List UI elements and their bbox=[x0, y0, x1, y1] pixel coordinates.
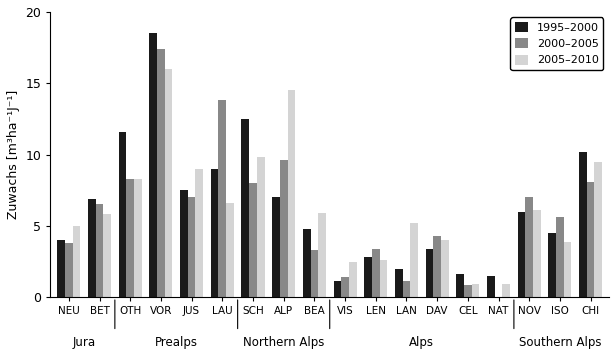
Bar bbox=[310, 250, 318, 297]
Bar bbox=[433, 236, 441, 297]
Bar bbox=[226, 203, 234, 297]
Y-axis label: Zuwachs [m³ha⁻¹J⁻¹]: Zuwachs [m³ha⁻¹J⁻¹] bbox=[7, 90, 20, 219]
Bar bbox=[525, 197, 533, 297]
Bar bbox=[403, 282, 410, 297]
Bar bbox=[456, 274, 464, 297]
Bar bbox=[303, 229, 310, 297]
Bar bbox=[272, 197, 280, 297]
Bar bbox=[341, 277, 349, 297]
Bar bbox=[219, 100, 226, 297]
Bar bbox=[441, 240, 448, 297]
Bar bbox=[164, 69, 172, 297]
Bar bbox=[157, 49, 164, 297]
Text: Southern Alps: Southern Alps bbox=[519, 336, 601, 349]
Bar bbox=[548, 233, 556, 297]
Bar bbox=[395, 269, 403, 297]
Text: Northern Alps: Northern Alps bbox=[243, 336, 325, 349]
Bar bbox=[533, 210, 541, 297]
Bar bbox=[364, 257, 372, 297]
Bar bbox=[65, 243, 73, 297]
Bar bbox=[288, 90, 295, 297]
Bar bbox=[379, 260, 387, 297]
Bar bbox=[134, 179, 142, 297]
Bar bbox=[119, 132, 126, 297]
Bar bbox=[556, 217, 564, 297]
Bar bbox=[587, 182, 594, 297]
Bar bbox=[211, 169, 219, 297]
Bar bbox=[180, 190, 188, 297]
Bar bbox=[88, 199, 95, 297]
Bar bbox=[241, 119, 249, 297]
Bar bbox=[472, 284, 479, 297]
Bar bbox=[487, 276, 495, 297]
Bar bbox=[188, 197, 195, 297]
Bar bbox=[410, 223, 418, 297]
Bar bbox=[503, 284, 510, 297]
Bar bbox=[334, 282, 341, 297]
Bar bbox=[579, 152, 587, 297]
Bar bbox=[95, 204, 103, 297]
Bar bbox=[564, 242, 572, 297]
Bar bbox=[73, 226, 80, 297]
Legend: 1995–2000, 2000–2005, 2005–2010: 1995–2000, 2000–2005, 2005–2010 bbox=[511, 17, 604, 70]
Bar bbox=[150, 33, 157, 297]
Bar bbox=[57, 240, 65, 297]
Bar bbox=[349, 262, 357, 297]
Bar bbox=[257, 157, 264, 297]
Bar bbox=[280, 160, 288, 297]
Bar bbox=[318, 213, 326, 297]
Bar bbox=[195, 169, 203, 297]
Bar bbox=[372, 249, 379, 297]
Text: Alps: Alps bbox=[409, 336, 434, 349]
Bar bbox=[464, 285, 472, 297]
Bar bbox=[517, 211, 525, 297]
Bar bbox=[594, 162, 602, 297]
Bar bbox=[103, 214, 111, 297]
Bar bbox=[426, 249, 433, 297]
Bar bbox=[249, 183, 257, 297]
Text: Jura: Jura bbox=[73, 336, 95, 349]
Bar bbox=[126, 179, 134, 297]
Text: Prealps: Prealps bbox=[155, 336, 198, 349]
